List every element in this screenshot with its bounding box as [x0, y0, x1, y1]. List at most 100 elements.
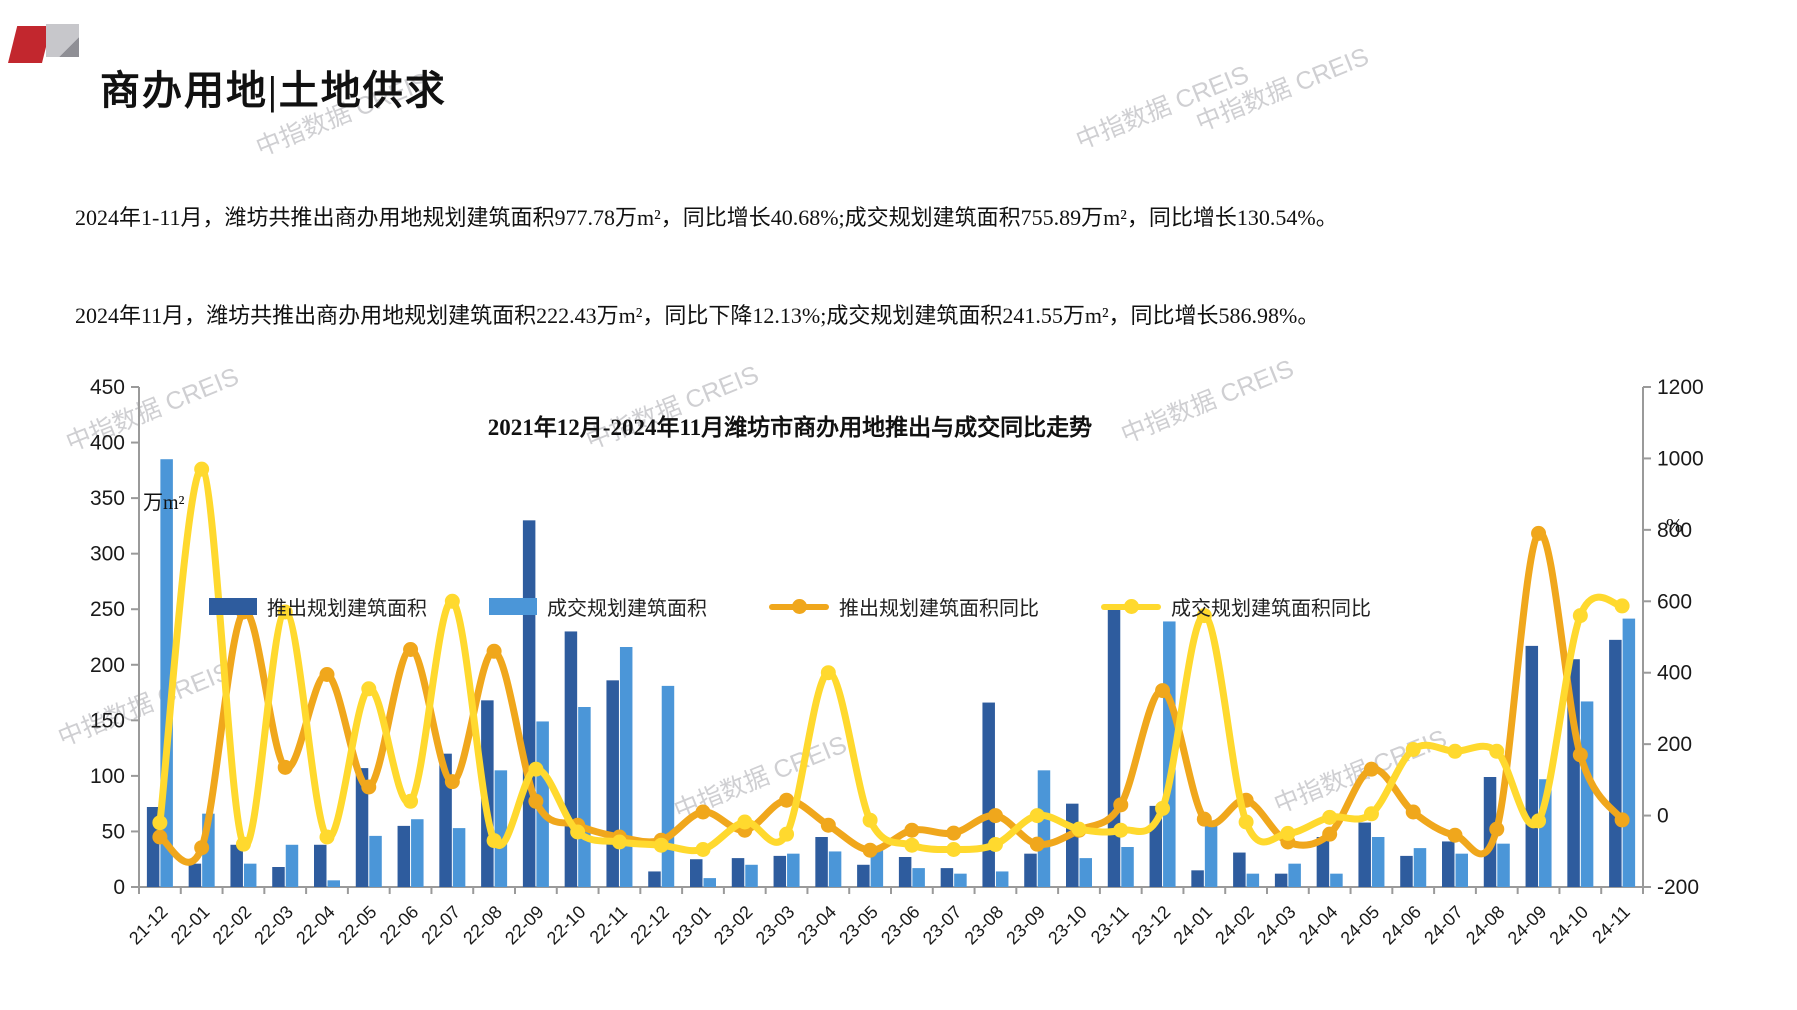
- x-axis-label: 22-04: [292, 902, 339, 949]
- bar-chengjiao-22-05: [369, 835, 382, 887]
- marker-tuichu-yoy-23-07: [946, 825, 962, 841]
- legend-line-swatch-icon: [769, 598, 829, 615]
- marker-chengjiao-yoy-23-06: [904, 837, 920, 853]
- left-axis-label: 150: [90, 709, 125, 732]
- x-axis-label: 22-06: [376, 902, 423, 949]
- marker-tuichu-yoy-24-01: [1196, 811, 1212, 827]
- legend-item-4: 成交规划建筑面积同比: [1101, 592, 1371, 621]
- bar-tuichu-22-10: [564, 631, 578, 887]
- bar-chengjiao-24-11: [1622, 618, 1636, 887]
- x-axis-label: 23-09: [1002, 902, 1049, 949]
- legend-line-swatch-icon: [1101, 598, 1161, 615]
- bar-tuichu-22-02: [230, 844, 243, 887]
- marker-chengjiao-yoy-23-09: [1029, 808, 1045, 824]
- chart-title: 2021年12月-2024年11月潍坊市商办用地推出与成交同比走势: [487, 415, 1093, 440]
- x-axis-label: 22-02: [209, 902, 256, 949]
- bar-chengjiao-24-07: [1455, 853, 1468, 887]
- marker-tuichu-yoy-24-08: [1489, 821, 1505, 837]
- marker-chengjiao-yoy-22-08: [486, 833, 502, 849]
- x-axis-label: 22-09: [501, 902, 548, 949]
- marker-chengjiao-yoy-22-12: [653, 837, 669, 853]
- creis-logo-icon: [8, 24, 79, 64]
- right-axis-label: -200: [1657, 876, 1699, 899]
- marker-tuichu-yoy-22-01: [194, 840, 210, 856]
- line-chengjiao-yoy: [156, 465, 1626, 855]
- bar-tuichu-23-06: [898, 857, 912, 887]
- x-axis-label: 23-03: [752, 902, 799, 949]
- marker-chengjiao-yoy-22-06: [403, 793, 419, 809]
- marker-chengjiao-yoy-23-03: [779, 826, 795, 842]
- right-axis-label: 1000: [1657, 447, 1704, 470]
- bar-chengjiao-23-01: [703, 878, 716, 887]
- bar-tuichu-22-03: [272, 867, 285, 887]
- x-axis-label: 23-11: [1087, 902, 1133, 948]
- marker-tuichu-yoy-23-03: [779, 792, 795, 808]
- marker-chengjiao-yoy-24-07: [1447, 743, 1463, 759]
- left-axis-label: 100: [90, 765, 125, 788]
- marker-chengjiao-yoy-24-10: [1572, 608, 1588, 624]
- marker-chengjiao-yoy-23-04: [820, 665, 836, 681]
- marker-tuichu-yoy-23-05: [862, 842, 878, 858]
- bar-tuichu-22-06: [397, 825, 411, 887]
- marker-tuichu-yoy-24-07: [1447, 827, 1463, 843]
- bar-tuichu-23-01: [690, 859, 703, 887]
- bar-tuichu-22-01: [188, 863, 202, 887]
- legend-bar-swatch-icon: [489, 598, 537, 615]
- chart-legend: 推出规划建筑面积 成交规划建筑面积 推出规划建筑面积同比 成交规划建筑面积同比: [0, 592, 1580, 621]
- bar-tuichu-23-04: [815, 837, 828, 887]
- x-axis-label: 24-10: [1545, 902, 1592, 949]
- right-axis-label: 0: [1657, 805, 1669, 828]
- bar-tuichu-24-03: [1274, 873, 1288, 887]
- bar-tuichu-23-07: [940, 868, 954, 887]
- bar-chengjiao-23-09: [1037, 770, 1051, 887]
- bar-chengjiao-22-07: [452, 828, 466, 887]
- marker-chengjiao-yoy-24-04: [1322, 809, 1338, 825]
- marker-chengjiao-yoy-23-02: [737, 814, 753, 830]
- right-axis-label: 200: [1657, 733, 1692, 756]
- bar-tuichu-24-11: [1609, 639, 1622, 887]
- marker-chengjiao-yoy-23-01: [695, 842, 711, 857]
- x-axis-label: 23-07: [919, 902, 966, 949]
- bar-tuichu-23-09: [1024, 853, 1037, 887]
- marker-chengjiao-yoy-23-05: [862, 812, 878, 828]
- legend-item-2: 成交规划建筑面积: [489, 592, 707, 621]
- marker-chengjiao-yoy-22-09: [528, 761, 544, 777]
- bar-tuichu-24-06: [1400, 855, 1413, 887]
- marker-chengjiao-yoy-24-09: [1531, 813, 1547, 829]
- marker-tuichu-yoy-22-03: [277, 759, 293, 775]
- bar-tuichu-23-03: [773, 855, 787, 887]
- x-axis-label: 22-03: [250, 902, 297, 949]
- bar-chengjiao-22-06: [411, 819, 424, 887]
- marker-chengjiao-yoy-23-07: [946, 842, 962, 857]
- x-axis-label: 22-10: [543, 902, 590, 949]
- marker-chengjiao-yoy-23-10: [1071, 821, 1087, 837]
- bar-chengjiao-22-03: [285, 844, 299, 887]
- marker-chengjiao-yoy-24-11: [1614, 598, 1630, 614]
- marker-chengjiao-yoy-23-08: [987, 837, 1003, 852]
- x-axis-label: 22-12: [626, 902, 673, 949]
- x-axis-label: 22-01: [167, 902, 214, 949]
- bar-tuichu-23-11: [1107, 605, 1121, 887]
- legend-label: 成交规划建筑面积同比: [1171, 598, 1371, 620]
- bar-tuichu-24-07: [1442, 841, 1455, 887]
- marker-chengjiao-yoy-24-03: [1280, 825, 1296, 841]
- marker-tuichu-yoy-23-01: [695, 804, 711, 820]
- marker-tuichu-yoy-24-09: [1531, 525, 1547, 541]
- bar-chengjiao-23-07: [954, 873, 967, 887]
- marker-chengjiao-yoy-24-01: [1196, 608, 1212, 624]
- x-axis-label: 24-08: [1462, 902, 1509, 949]
- x-axis-label: 24-05: [1337, 902, 1384, 949]
- marker-chengjiao-yoy-22-11: [611, 834, 627, 850]
- x-axis-label: 23-02: [710, 902, 757, 949]
- x-axis-label: 23-12: [1128, 902, 1175, 949]
- marker-tuichu-yoy-24-05: [1363, 761, 1379, 777]
- legend-label: 推出规划建筑面积同比: [839, 598, 1039, 620]
- x-axis-label: 23-08: [961, 902, 1008, 949]
- x-axis-label: 22-11: [586, 902, 632, 948]
- bar-tuichu-23-10: [1066, 803, 1079, 887]
- x-axis-label: 23-06: [877, 902, 924, 949]
- right-axis-unit: %: [1666, 515, 1683, 537]
- x-axis-label: 22-07: [417, 902, 464, 949]
- marker-tuichu-yoy-22-08: [486, 643, 502, 659]
